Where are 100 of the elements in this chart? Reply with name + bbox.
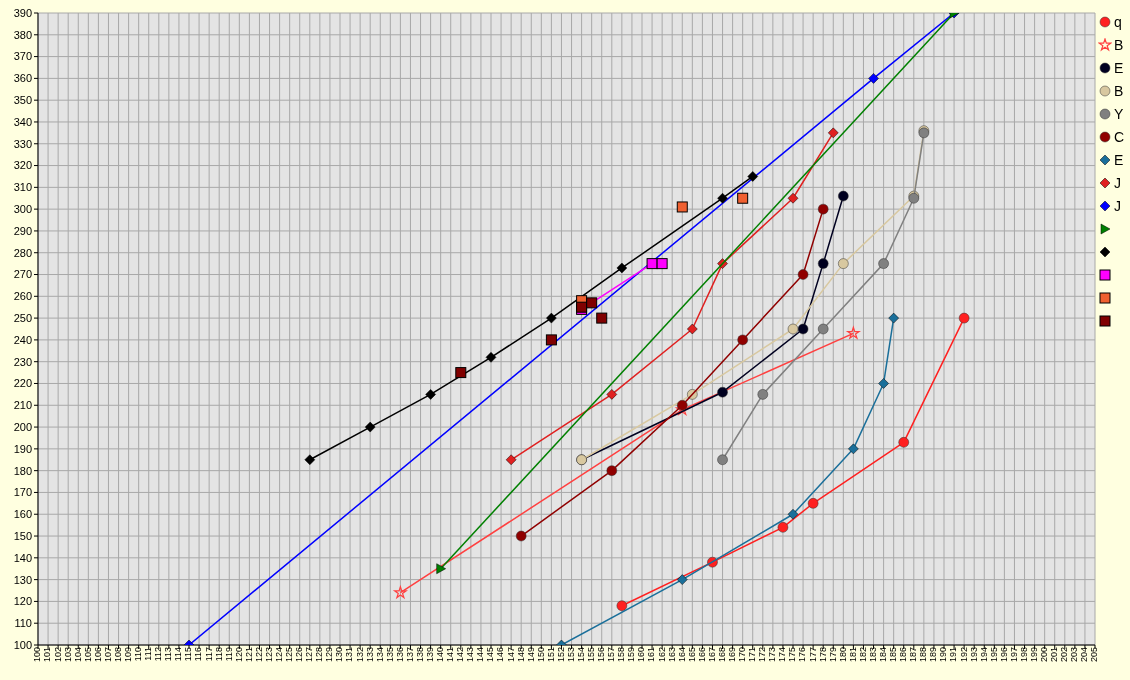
x-tick-label: 152 xyxy=(555,647,566,663)
x-tick-label: 157 xyxy=(606,647,617,663)
x-tick-label: 186 xyxy=(898,647,909,663)
x-tick-label: 176 xyxy=(797,647,808,663)
x-tick-label: 162 xyxy=(656,647,667,663)
y-tick-label: 170 xyxy=(13,486,32,499)
x-tick-label: 140 xyxy=(435,647,446,663)
y-tick-label: 150 xyxy=(13,529,32,542)
x-tick-label: 127 xyxy=(304,647,315,663)
x-tick-label: 111 xyxy=(143,647,154,661)
x-tick-label: 126 xyxy=(294,647,305,663)
y-tick-label: 230 xyxy=(13,355,32,368)
x-tick-label: 169 xyxy=(726,647,737,663)
x-tick-label: 167 xyxy=(706,647,717,663)
legend-label: J xyxy=(1114,174,1121,191)
x-tick-label: 178 xyxy=(817,647,828,663)
x-tick-label: 154 xyxy=(575,647,586,663)
x-tick-label: 145 xyxy=(485,647,496,663)
legend-label: B xyxy=(1114,36,1124,53)
x-tick-label: 101 xyxy=(42,647,53,663)
x-tick-label: 109 xyxy=(122,647,133,663)
legend-label: B xyxy=(1114,82,1124,99)
x-tick-label: 128 xyxy=(314,647,325,663)
x-tick-label: 191 xyxy=(948,647,959,663)
x-tick-label: 135 xyxy=(384,647,395,663)
x-tick-label: 188 xyxy=(918,647,929,663)
y-tick-label: 220 xyxy=(13,377,32,390)
x-tick-label: 164 xyxy=(676,647,687,663)
y-tick-label: 130 xyxy=(13,573,32,586)
x-tick-label: 156 xyxy=(596,647,607,663)
x-tick-label: 197 xyxy=(1008,647,1019,663)
x-tick-label: 190 xyxy=(938,647,949,663)
x-tick-label: 148 xyxy=(515,647,526,663)
x-tick-label: 149 xyxy=(525,647,536,663)
y-tick-label: 320 xyxy=(13,159,32,172)
x-tick-label: 142 xyxy=(455,647,466,663)
x-tick-label: 194 xyxy=(978,647,989,663)
x-tick-label: 192 xyxy=(958,647,969,663)
x-tick-label: 117 xyxy=(203,647,214,662)
x-tick-label: 185 xyxy=(888,647,899,663)
x-tick-label: 189 xyxy=(928,647,939,663)
x-tick-label: 112 xyxy=(153,647,164,662)
y-tick-label: 370 xyxy=(13,50,32,63)
x-tick-label: 132 xyxy=(354,647,365,663)
x-tick-label: 122 xyxy=(253,647,264,663)
x-tick-label: 150 xyxy=(535,647,546,663)
x-tick-label: 158 xyxy=(616,647,627,663)
x-tick-label: 144 xyxy=(475,647,486,663)
y-tick-label: 390 xyxy=(13,6,32,19)
x-tick-label: 123 xyxy=(263,647,274,663)
x-tick-label: 181 xyxy=(847,647,858,663)
x-tick-label: 146 xyxy=(495,647,506,663)
x-tick-label: 119 xyxy=(223,647,234,662)
x-tick-label: 147 xyxy=(505,647,516,663)
x-tick-label: 134 xyxy=(374,647,385,663)
x-tick-label: 174 xyxy=(777,647,788,663)
x-tick-label: 205 xyxy=(1089,647,1100,663)
y-tick-label: 350 xyxy=(13,94,32,107)
x-tick-label: 161 xyxy=(646,647,657,663)
y-tick-label: 180 xyxy=(13,464,32,477)
x-tick-label: 200 xyxy=(1039,647,1050,663)
x-tick-label: 139 xyxy=(424,647,435,663)
x-tick-label: 143 xyxy=(465,647,476,663)
x-tick-label: 198 xyxy=(1018,647,1029,663)
legend-label: J xyxy=(1114,197,1121,214)
x-tick-label: 159 xyxy=(626,647,637,663)
x-tick-label: 153 xyxy=(565,647,576,663)
x-tick-label: 116 xyxy=(193,647,204,662)
x-tick-label: 166 xyxy=(696,647,707,663)
y-tick-label: 250 xyxy=(13,312,32,325)
x-tick-label: 179 xyxy=(827,647,838,663)
y-tick-label: 110 xyxy=(14,617,32,630)
x-tick-label: 124 xyxy=(273,647,284,663)
x-tick-label: 129 xyxy=(324,647,335,663)
x-tick-label: 155 xyxy=(586,647,597,663)
x-tick-label: 175 xyxy=(787,647,798,663)
x-tick-label: 138 xyxy=(414,647,425,663)
x-tick-label: 115 xyxy=(183,647,194,662)
x-tick-label: 184 xyxy=(877,647,888,663)
x-tick-label: 108 xyxy=(112,647,123,663)
legend-label: E xyxy=(1114,151,1124,168)
x-tick-label: 100 xyxy=(32,647,43,663)
x-tick-label: 121 xyxy=(243,647,254,663)
y-tick-label: 330 xyxy=(13,137,32,150)
y-tick-label: 310 xyxy=(13,181,32,194)
x-tick-label: 102 xyxy=(52,647,63,663)
x-tick-label: 170 xyxy=(737,647,748,663)
y-tick-label: 140 xyxy=(13,551,32,564)
legend-label: C xyxy=(1114,128,1125,145)
x-tick-label: 163 xyxy=(666,647,677,663)
x-tick-label: 177 xyxy=(807,647,818,663)
x-tick-label: 182 xyxy=(857,647,868,663)
x-tick-label: 196 xyxy=(998,647,1009,663)
x-tick-label: 193 xyxy=(968,647,979,663)
x-tick-label: 141 xyxy=(445,647,456,663)
x-tick-label: 125 xyxy=(284,647,295,663)
x-tick-label: 180 xyxy=(837,647,848,663)
y-tick-label: 280 xyxy=(13,246,32,259)
y-tick-label: 380 xyxy=(13,28,32,41)
y-tick-label: 200 xyxy=(13,420,32,433)
